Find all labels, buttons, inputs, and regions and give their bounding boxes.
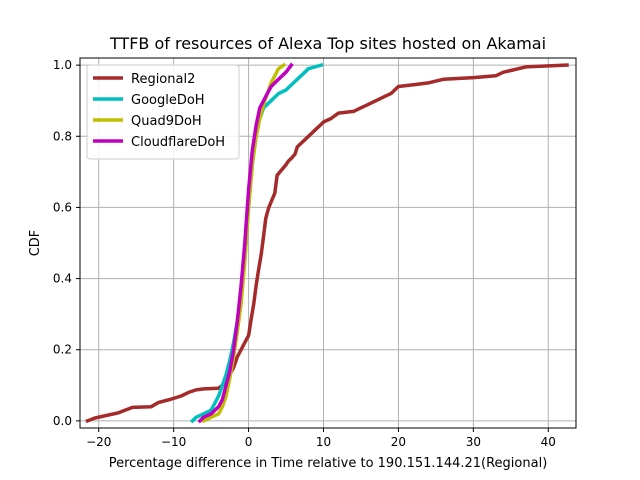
x-tick-label: 40	[541, 435, 556, 449]
x-tick-label: −20	[86, 435, 111, 449]
chart-title: TTFB of resources of Alexa Top sites hos…	[109, 34, 546, 53]
y-tick-label: 0.8	[53, 129, 72, 143]
legend-label: CloudflareDoH	[131, 135, 225, 150]
x-tick-label: 20	[391, 435, 406, 449]
legend-label: GoogleDoH	[131, 93, 205, 108]
y-axis-label: CDF	[28, 230, 43, 257]
y-tick-label: 0.2	[53, 343, 72, 357]
series-line-regional2	[85, 63, 569, 424]
axis-ticks: −20 −10 0 10 20 30 40 0.0 0.2 0.4 0.6 0.8 1.0	[53, 58, 556, 449]
y-tick-label: 0.0	[53, 414, 72, 428]
legend-label: Regional2	[131, 72, 195, 87]
legend-label: Quad9DoH	[131, 114, 202, 129]
x-tick-label: −10	[161, 435, 186, 449]
x-tick-label: 0	[245, 435, 253, 449]
series-line-cloudflaredoh	[197, 62, 294, 424]
y-tick-label: 0.6	[53, 200, 72, 214]
y-tick-label: 1.0	[53, 58, 72, 72]
x-tick-label: 30	[466, 435, 481, 449]
series-lines	[85, 62, 569, 424]
legend-box	[86, 64, 240, 160]
y-tick-label: 0.4	[53, 272, 72, 286]
plot-frame	[79, 57, 577, 429]
grid	[80, 58, 576, 428]
x-axis-label: Percentage difference in Time relative t…	[109, 456, 548, 471]
legend: Regional2 GoogleDoH Quad9DoH CloudflareDoH	[86, 64, 240, 160]
x-tick-label: 10	[316, 435, 331, 449]
